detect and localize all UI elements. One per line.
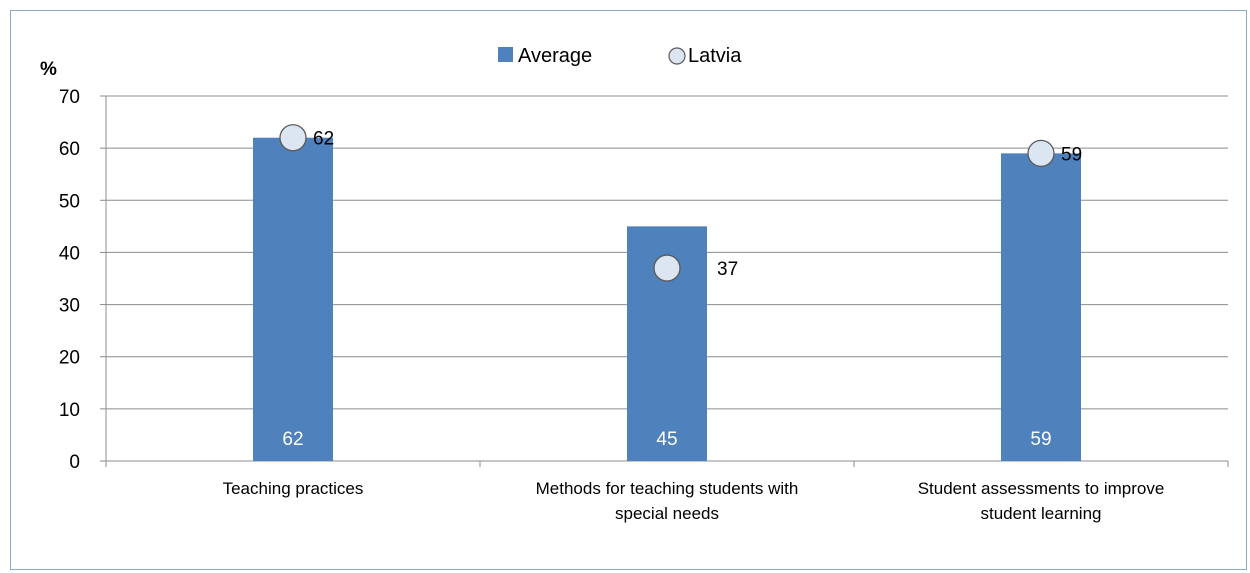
y-unit-label: % bbox=[40, 59, 57, 80]
marker-value-label: 37 bbox=[717, 259, 738, 280]
legend: Average Latvia bbox=[498, 45, 742, 67]
y-tick-label: 30 bbox=[59, 296, 80, 317]
y-tick-label: 50 bbox=[59, 191, 80, 212]
marker-latvia bbox=[653, 254, 681, 282]
x-category-label: Teaching practices bbox=[223, 479, 364, 498]
legend-label-average: Average bbox=[518, 45, 592, 67]
bar-series-average: 62 45 59 bbox=[253, 137, 1081, 461]
y-tick-label: 70 bbox=[59, 87, 80, 108]
y-tick-label: 40 bbox=[59, 243, 80, 264]
legend-swatch-average bbox=[498, 47, 513, 62]
y-tick-label: 20 bbox=[59, 348, 80, 369]
legend-swatch-latvia bbox=[668, 47, 686, 65]
marker-latvia bbox=[1027, 139, 1055, 168]
bar-value-label: 59 bbox=[1030, 429, 1051, 450]
marker-value-label: 59 bbox=[1061, 144, 1082, 165]
y-tick-label: 0 bbox=[69, 452, 80, 473]
legend-label-latvia: Latvia bbox=[688, 45, 742, 67]
y-axis: 0 10 20 30 40 50 60 70 bbox=[59, 87, 107, 473]
bar-average bbox=[1001, 153, 1081, 461]
x-axis: Teaching practices Methods for teaching s… bbox=[105, 460, 1229, 523]
y-tick-label: 10 bbox=[59, 400, 80, 421]
bar-value-label: 45 bbox=[656, 429, 677, 450]
y-tick-label: 60 bbox=[59, 139, 80, 160]
x-category-label: Methods for teaching students with specia… bbox=[536, 479, 799, 523]
marker-latvia bbox=[279, 124, 307, 152]
marker-series-latvia: 62 37 59 bbox=[279, 124, 1082, 282]
bar-value-label: 62 bbox=[282, 429, 303, 450]
x-category-label: Student assessments to improve student le… bbox=[918, 479, 1165, 523]
bar-average bbox=[253, 137, 333, 461]
marker-value-label: 62 bbox=[313, 129, 334, 150]
